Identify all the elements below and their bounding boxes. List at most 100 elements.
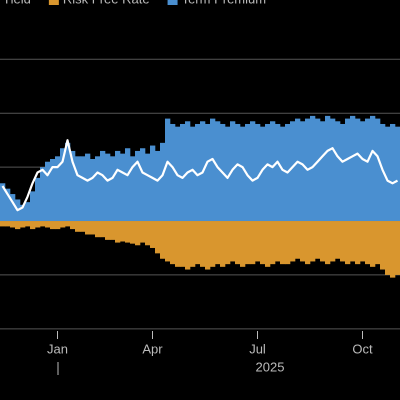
bar <box>265 123 271 222</box>
bar <box>0 221 6 227</box>
bar <box>105 153 111 222</box>
bar <box>195 221 201 265</box>
bar <box>335 121 341 222</box>
legend-label: Risk Free Rate <box>63 0 150 6</box>
bar <box>165 118 171 222</box>
bar <box>160 142 166 222</box>
bar <box>150 221 156 248</box>
bar <box>395 221 400 275</box>
bar <box>310 115 316 222</box>
bar <box>85 221 91 235</box>
bar <box>385 126 391 222</box>
bar <box>215 121 221 222</box>
bar <box>235 123 241 222</box>
bar <box>100 150 106 222</box>
bar <box>300 121 306 222</box>
bar <box>140 148 146 222</box>
legend-label: 10-Year Yield <box>0 0 31 6</box>
bar <box>365 118 371 222</box>
bar <box>250 221 256 265</box>
bar <box>300 221 306 262</box>
bar <box>20 221 26 228</box>
bar <box>360 121 366 222</box>
bar <box>40 167 46 222</box>
bar <box>30 191 36 222</box>
bar <box>80 156 86 222</box>
x-tick-label: Jan <box>47 341 68 356</box>
x-tick-label: Oct <box>352 341 373 356</box>
bar <box>205 123 211 222</box>
bar <box>10 194 16 222</box>
bar <box>345 118 351 222</box>
bar <box>195 123 201 222</box>
bar <box>255 123 261 222</box>
plot <box>0 58 400 330</box>
bar <box>375 221 381 265</box>
bar <box>340 123 346 222</box>
bar <box>380 221 386 270</box>
bar <box>375 118 381 222</box>
bar <box>215 221 221 265</box>
bar <box>180 221 186 267</box>
bar <box>370 115 376 222</box>
bar <box>55 221 61 230</box>
bar <box>360 221 366 262</box>
bar <box>90 159 96 222</box>
bar <box>200 221 206 267</box>
bar <box>0 183 6 222</box>
bar <box>130 221 136 244</box>
bar <box>185 221 191 270</box>
bar <box>40 221 46 227</box>
bar <box>5 188 11 222</box>
bar <box>315 118 321 222</box>
bar <box>10 221 16 228</box>
bar <box>170 123 176 222</box>
bar <box>190 221 196 267</box>
bar <box>105 221 111 240</box>
bar <box>75 221 81 232</box>
bar <box>60 221 66 228</box>
bar <box>115 221 121 243</box>
bar <box>185 121 191 222</box>
bar <box>50 159 56 222</box>
legend-swatch <box>48 0 59 5</box>
bar <box>125 221 131 243</box>
bar <box>305 221 311 265</box>
bar <box>320 121 326 222</box>
bar <box>240 221 246 267</box>
bar <box>370 221 376 267</box>
bar <box>255 221 261 262</box>
bar <box>205 221 211 270</box>
bar <box>245 123 251 222</box>
bar <box>60 148 66 222</box>
bar <box>280 221 286 265</box>
bar <box>245 221 251 265</box>
bar <box>385 221 391 275</box>
bar <box>75 156 81 222</box>
bar <box>170 221 176 265</box>
bar <box>120 221 126 242</box>
bar <box>390 221 396 278</box>
bar <box>275 123 281 222</box>
bar <box>220 221 226 267</box>
bar <box>125 148 131 222</box>
bar <box>260 221 266 265</box>
bar <box>325 115 331 222</box>
bar <box>160 221 166 259</box>
bar <box>330 118 336 222</box>
line <box>1 139 399 212</box>
bar <box>130 156 136 222</box>
bar <box>50 221 56 230</box>
bar <box>110 156 116 222</box>
bar <box>100 221 106 238</box>
legend-swatch <box>167 0 178 5</box>
bar <box>240 126 246 222</box>
bar <box>190 126 196 222</box>
bar <box>150 145 156 222</box>
bar <box>95 156 101 222</box>
bar <box>390 123 396 222</box>
bar <box>320 221 326 262</box>
bar <box>395 126 400 222</box>
bar <box>110 221 116 240</box>
